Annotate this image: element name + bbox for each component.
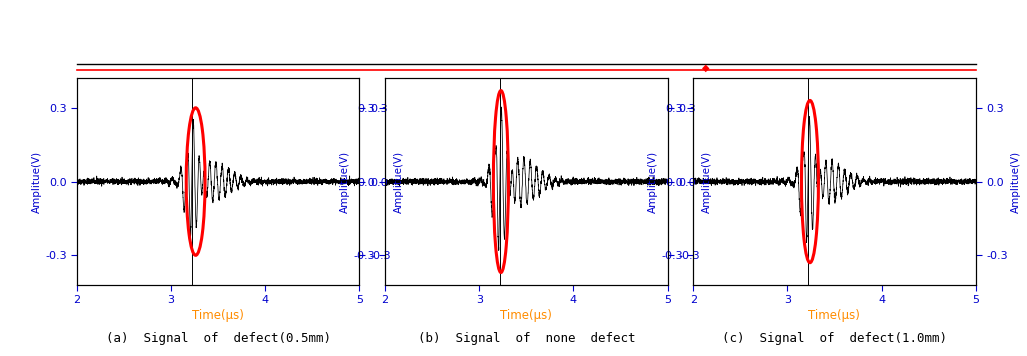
- Y-axis label: Amplitue(V): Amplitue(V): [340, 151, 350, 213]
- X-axis label: Time(μs): Time(μs): [192, 309, 244, 323]
- Y-axis label: Amplitue(V): Amplitue(V): [394, 151, 405, 213]
- Text: ◆: ◆: [701, 62, 710, 72]
- Y-axis label: Amplitue(V): Amplitue(V): [648, 151, 658, 213]
- Text: (b)  Signal  of  none  defect: (b) Signal of none defect: [418, 332, 635, 345]
- Y-axis label: Amplitue(V): Amplitue(V): [702, 151, 713, 213]
- Text: (c)  Signal  of  defect(1.0mm): (c) Signal of defect(1.0mm): [722, 332, 947, 345]
- Text: (a)  Signal  of  defect(0.5mm): (a) Signal of defect(0.5mm): [106, 332, 331, 345]
- Y-axis label: Amplitue(V): Amplitue(V): [1011, 151, 1021, 213]
- Y-axis label: Amplitue(V): Amplitue(V): [32, 151, 42, 213]
- X-axis label: Time(μs): Time(μs): [808, 309, 861, 323]
- X-axis label: Time(μs): Time(μs): [500, 309, 553, 323]
